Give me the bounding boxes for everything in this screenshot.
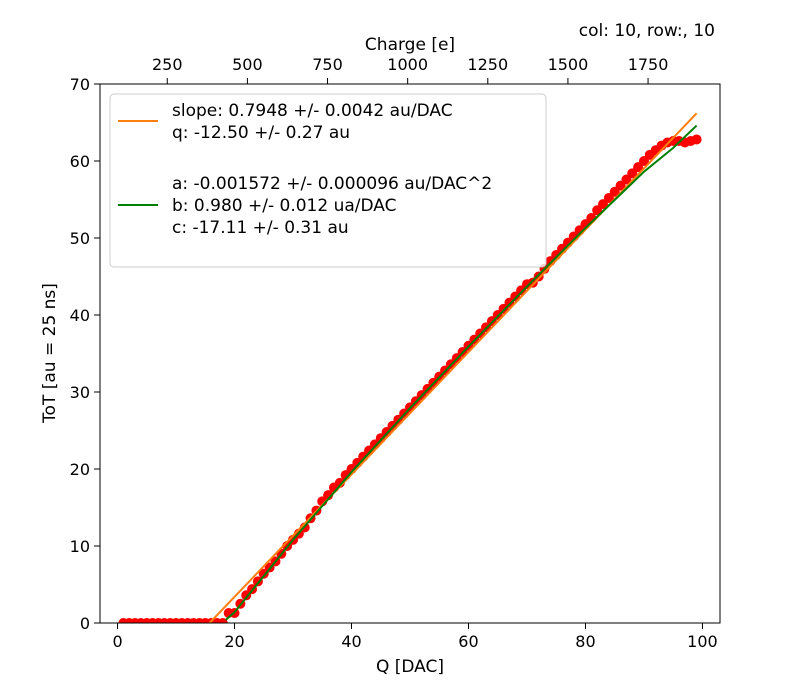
top-tick-label: 1250 [467, 55, 508, 74]
legend-entry-text: a: -0.001572 +/- 0.000096 au/DAC^2 [172, 174, 492, 194]
top-tick-label: 500 [232, 55, 263, 74]
series-layer [118, 112, 702, 623]
y-axis-label: ToT [au = 25 ns] [40, 283, 60, 424]
x-tick-label: 100 [687, 632, 718, 651]
top-tick-label: 250 [152, 55, 183, 74]
quadratic-fit-line [225, 124, 698, 621]
y-tick-label: 0 [80, 614, 90, 633]
chart-title: col: 10, row:, 10 [579, 21, 715, 41]
plot-frame [99, 83, 721, 624]
x-axis-label: Q [DAC] [376, 657, 444, 677]
x-tick-label: 80 [575, 632, 595, 651]
y-tick-label: 50 [70, 229, 90, 248]
y-tick-label: 70 [70, 75, 90, 94]
top-axis-label: Charge [e] [365, 35, 455, 55]
top-tick-label: 750 [312, 55, 343, 74]
y-tick-label: 40 [70, 306, 90, 325]
legend-entry-text: slope: 0.7948 +/- 0.0042 au/DAC [172, 101, 453, 121]
y-tick-label: 30 [70, 383, 90, 402]
x-tick-label: 20 [224, 632, 244, 651]
legend-entry-text: q: -12.50 +/- 0.27 au [172, 123, 350, 143]
y-tick-label: 20 [70, 460, 90, 479]
x-tick-label: 0 [112, 632, 122, 651]
legend-box [109, 93, 547, 268]
y-tick-label: 10 [70, 537, 90, 556]
x-tick-label: 60 [458, 632, 478, 651]
y-tick-label: 60 [70, 152, 90, 171]
top-tick-label: 1500 [548, 55, 589, 74]
top-tick-label: 1750 [628, 55, 669, 74]
legend-entry-text: b: 0.980 +/- 0.012 ua/DAC [172, 196, 397, 216]
top-tick-label: 1000 [387, 55, 428, 74]
x-tick-label: 40 [341, 632, 361, 651]
legend-entry-text: c: -17.11 +/- 0.31 au [172, 218, 349, 238]
data-point [533, 271, 544, 282]
data-point [691, 134, 702, 145]
